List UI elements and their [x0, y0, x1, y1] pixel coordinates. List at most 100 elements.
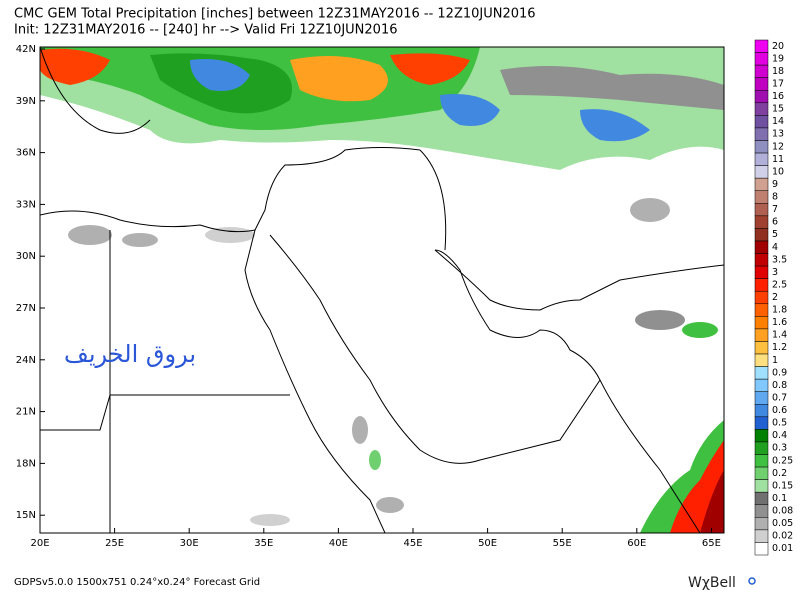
- lat-label: 42N: [16, 44, 36, 55]
- lat-label: 36N: [16, 148, 36, 159]
- logo: WχBell: [688, 575, 736, 591]
- colorbar-swatch: [754, 77, 769, 91]
- colorbar-label: 3: [772, 267, 778, 278]
- colorbar-swatch: [754, 215, 769, 229]
- colorbar-swatch: [754, 429, 769, 443]
- colorbar-swatch: [754, 542, 769, 556]
- colorbar-swatch: [754, 491, 769, 506]
- colorbar-label: 0.08: [772, 506, 793, 517]
- colorbar-label: 20: [772, 41, 784, 52]
- colorbar-swatch: [754, 265, 769, 279]
- lat-label: 30N: [16, 251, 36, 262]
- colorbar-label: 0.02: [772, 531, 793, 542]
- coastlines: [40, 47, 724, 533]
- logo-dot: [748, 577, 756, 585]
- colorbar-label: 12: [772, 141, 784, 152]
- lat-label: 27N: [16, 303, 36, 314]
- colorbar-swatch: [754, 303, 769, 317]
- colorbar-label: 0.01: [772, 543, 793, 554]
- colorbar-swatch: [754, 177, 769, 191]
- lon-label: 60E: [627, 538, 646, 549]
- colorbar-label: 1.2: [772, 342, 787, 353]
- colorbar-swatch: [754, 366, 769, 380]
- colorbar-label: 11: [772, 154, 784, 165]
- lon-label: 25E: [105, 538, 124, 549]
- colorbar-swatch: [754, 479, 769, 493]
- colorbar-label: 0.4: [772, 430, 787, 441]
- colorbar-label: 9: [772, 179, 778, 190]
- colorbar-swatch: [754, 404, 769, 418]
- colorbar-swatch: [754, 115, 769, 129]
- colorbar-label: 2: [772, 292, 778, 303]
- header-line-1: CMC GEM Total Precipitation [inches] bet…: [14, 7, 536, 22]
- colorbar-swatch: [754, 353, 769, 367]
- colorbar-label: 18: [772, 66, 784, 77]
- colorbar-swatch: [754, 466, 769, 480]
- colorbar-swatch: [754, 89, 769, 104]
- lat-label: 15N: [16, 510, 36, 521]
- colorbar-swatch: [754, 102, 769, 116]
- colorbar-label: 6: [772, 217, 778, 228]
- lon-label: 50E: [478, 538, 497, 549]
- colorbar-label: 8: [772, 192, 778, 203]
- colorbar-label: 0.15: [772, 480, 793, 491]
- colorbar-swatch: [754, 517, 769, 531]
- lat-label: 24N: [16, 355, 36, 366]
- lon-label: 30E: [180, 538, 199, 549]
- colorbar-label: 0.6: [772, 405, 787, 416]
- lat-label: 21N: [16, 407, 36, 418]
- colorbar-swatch: [754, 378, 769, 392]
- colorbar-label: 10: [772, 166, 784, 177]
- colorbar-swatch: [754, 64, 769, 78]
- colorbar-label: 13: [772, 129, 784, 140]
- colorbar-label: 19: [772, 53, 784, 64]
- colorbar-label: 0.8: [772, 380, 787, 391]
- colorbar-label: 0.2: [772, 468, 787, 479]
- map-frame: [39, 46, 725, 534]
- colorbar-label: 0.25: [772, 455, 793, 466]
- colorbar-swatch: [754, 253, 769, 267]
- colorbar-label: 0.3: [772, 443, 787, 454]
- lat-label: 33N: [16, 199, 36, 210]
- colorbar-label: 1.8: [772, 305, 787, 316]
- colorbar-swatch: [754, 441, 769, 455]
- colorbar-swatch: [754, 140, 769, 154]
- colorbar-swatch: [754, 416, 769, 430]
- colorbar-label: 2.5: [772, 279, 787, 290]
- footer-info: GDPSv5.0.0 1500x751 0.24°x0.24° Forecast…: [14, 577, 260, 588]
- lon-label: 65E: [702, 538, 721, 549]
- colorbar-swatch: [754, 391, 769, 405]
- colorbar-label: 14: [772, 116, 784, 127]
- lon-label: 45E: [403, 538, 422, 549]
- colorbar-swatch: [754, 203, 769, 217]
- lon-label: 40E: [329, 538, 348, 549]
- map-area: بروق الخريف: [39, 46, 725, 534]
- colorbar-label: 17: [772, 78, 784, 89]
- colorbar-label: 0.1: [772, 493, 787, 504]
- colorbar-swatch: [754, 328, 769, 342]
- colorbar-label: 1: [772, 355, 778, 366]
- colorbar-swatch: [754, 504, 769, 518]
- colorbar-label: 0.05: [772, 518, 793, 529]
- colorbar-label: 4: [772, 242, 778, 253]
- colorbar-swatch: [754, 127, 769, 141]
- watermark: بروق الخريف: [64, 340, 196, 368]
- colorbar-label: 7: [772, 204, 778, 215]
- axes: 42N 39N 36N 33N 30N 27N 24N 21N 18N 15N 20E 25E 30E 3…: [16, 44, 721, 549]
- lon-label: 55E: [553, 538, 572, 549]
- colorbar-swatch: [754, 278, 769, 292]
- header-line-2: Init: 12Z31MAY2016 -- [240] hr --> Valid…: [14, 23, 398, 38]
- colorbar-swatch: [754, 341, 769, 355]
- lon-label: 20E: [30, 538, 49, 549]
- colorbar-label: 16: [772, 91, 784, 102]
- colorbar-swatch: [754, 190, 769, 204]
- colorbar-swatch: [754, 152, 769, 166]
- colorbar-label: 3.5: [772, 254, 787, 265]
- colorbar-swatch: [754, 228, 769, 242]
- lat-label: 39N: [16, 96, 36, 107]
- colorbar-swatch: [754, 240, 769, 254]
- lon-label: 35E: [254, 538, 273, 549]
- colorbar-swatch: [754, 290, 769, 305]
- colorbar-swatch: [754, 454, 769, 468]
